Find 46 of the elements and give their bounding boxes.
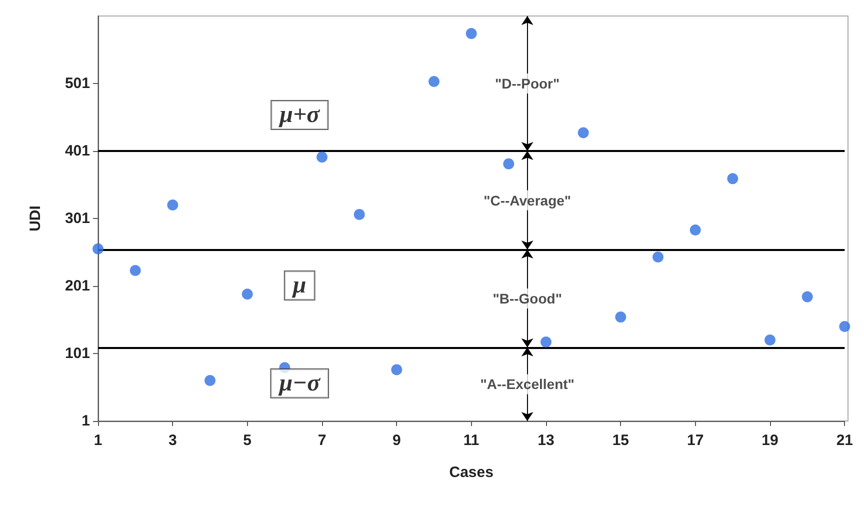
ref-line-label: μ	[290, 272, 306, 299]
annotation: "C--Average"	[484, 192, 572, 208]
point	[354, 208, 365, 220]
annotation: "D--Poor"	[495, 76, 560, 92]
y-axis-title: UDI	[27, 206, 44, 232]
x-tick-label: 11	[463, 432, 480, 449]
x-axis-title: Cases	[449, 464, 494, 481]
ref-line-label: μ+σ	[278, 102, 321, 128]
x-tick-label: 21	[836, 432, 853, 449]
y-tick-label: 101	[64, 345, 90, 362]
point	[503, 158, 514, 170]
y-tick-label: 201	[64, 278, 90, 294]
y-tick-label: 501	[64, 75, 90, 92]
x-tick-label: 19	[762, 432, 778, 449]
ref-line-label: μ−σ	[277, 370, 322, 396]
point	[802, 291, 813, 302]
x-tick-label: 1	[94, 432, 102, 449]
point	[167, 200, 178, 210]
point	[316, 152, 328, 163]
x-tick-label: 5	[243, 432, 252, 449]
x-tick-label: 9	[392, 432, 401, 449]
x-tick-label: 17	[686, 432, 704, 449]
point	[578, 127, 589, 138]
point	[130, 264, 141, 276]
point	[204, 375, 216, 386]
point	[615, 312, 626, 323]
point	[428, 76, 440, 87]
y-tick-label: 401	[64, 142, 90, 160]
y-tick-label: 1	[82, 412, 90, 430]
x-tick-label: 3	[168, 432, 177, 449]
point	[242, 288, 253, 300]
annotation: "B--Good"	[492, 290, 562, 306]
point	[466, 28, 477, 40]
point	[727, 173, 738, 184]
point	[764, 334, 776, 346]
annotation: "A--Excellent"	[480, 376, 574, 392]
x-tick-label: 15	[612, 432, 630, 449]
point	[391, 364, 402, 376]
point	[92, 243, 104, 254]
point	[540, 336, 552, 348]
x-tick-label: 7	[318, 432, 326, 449]
point	[839, 321, 850, 332]
point	[690, 224, 701, 236]
y-tick-label: 301	[64, 210, 90, 227]
x-tick-label: 13	[538, 432, 554, 449]
point	[652, 251, 664, 262]
